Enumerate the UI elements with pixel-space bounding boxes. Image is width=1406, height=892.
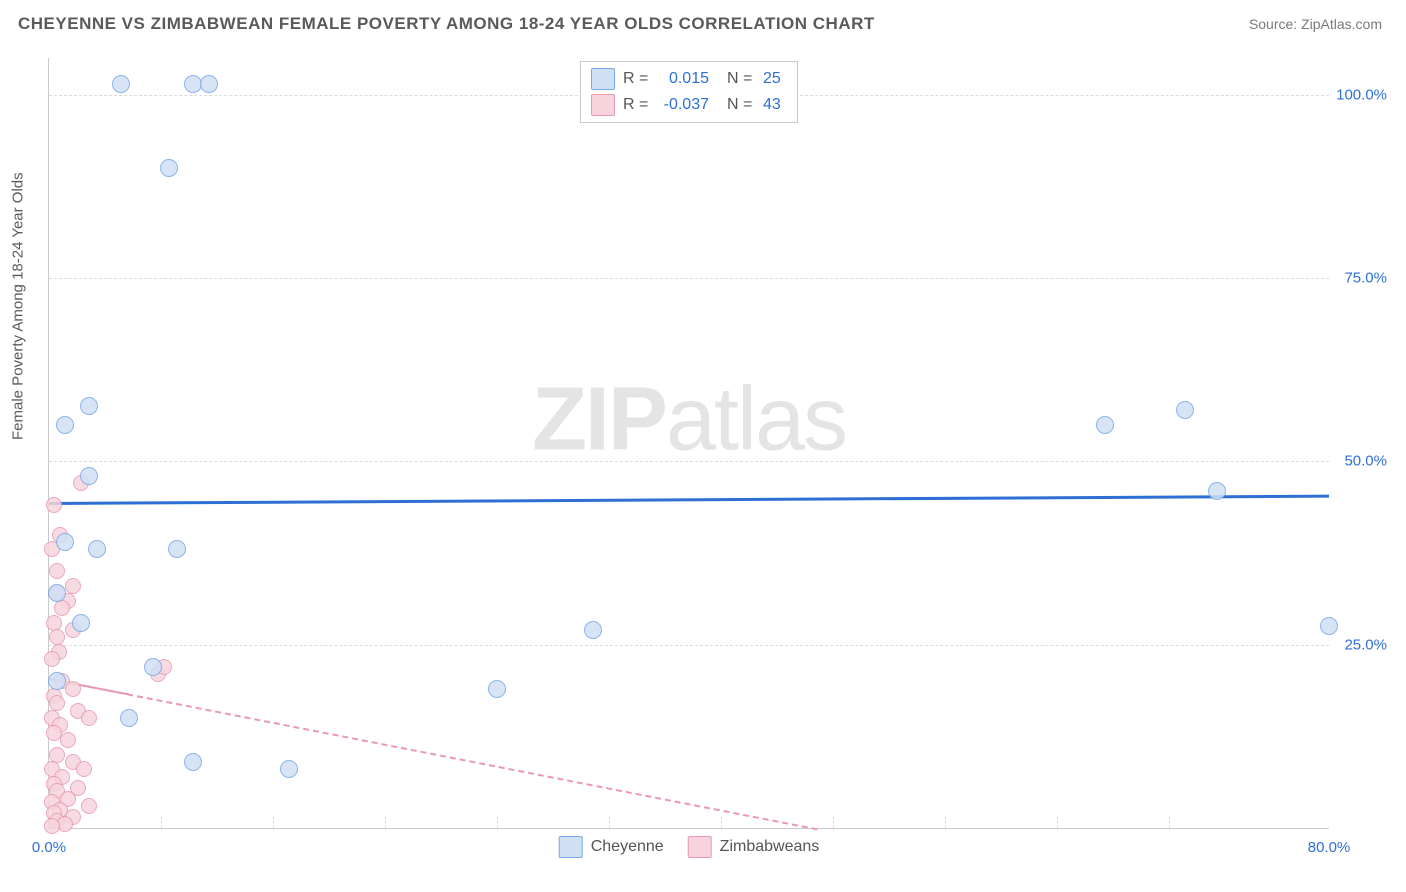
gridline-h — [49, 278, 1329, 279]
x-tick-label: 80.0% — [1308, 839, 1351, 856]
data-point-zimbabweans — [54, 600, 70, 616]
r-label: R = — [623, 96, 651, 114]
scatter-chart: ZIPatlas R = 0.015 N = 25 R = -0.037 N =… — [48, 58, 1329, 829]
trendline-cheyenne — [49, 494, 1329, 504]
data-point-zimbabweans — [81, 798, 97, 814]
data-point-cheyenne — [1176, 401, 1194, 419]
y-tick-label: 100.0% — [1336, 86, 1387, 103]
data-point-cheyenne — [1320, 617, 1338, 635]
n-value-cheyenne: 25 — [763, 70, 787, 88]
tick-mark — [273, 816, 274, 828]
legend-label-zimbabweans: Zimbabweans — [720, 838, 820, 856]
legend-label-cheyenne: Cheyenne — [591, 838, 664, 856]
source-label: Source: ZipAtlas.com — [1249, 16, 1382, 32]
tick-mark — [1057, 816, 1058, 828]
data-point-cheyenne — [112, 75, 130, 93]
tick-mark — [609, 816, 610, 828]
gridline-h — [49, 645, 1329, 646]
data-point-zimbabweans — [65, 578, 81, 594]
trendline-zimbabweans — [49, 678, 817, 830]
data-point-cheyenne — [72, 614, 90, 632]
n-label: N = — [727, 96, 755, 114]
watermark: ZIPatlas — [532, 368, 846, 471]
data-point-cheyenne — [200, 75, 218, 93]
data-point-cheyenne — [280, 760, 298, 778]
data-point-cheyenne — [584, 621, 602, 639]
y-tick-label: 75.0% — [1344, 270, 1387, 287]
swatch-cheyenne — [559, 836, 583, 858]
tick-mark — [385, 816, 386, 828]
data-point-cheyenne — [144, 658, 162, 676]
stats-row-zimbabweans: R = -0.037 N = 43 — [591, 92, 787, 118]
data-point-zimbabweans — [49, 629, 65, 645]
y-tick-label: 50.0% — [1344, 453, 1387, 470]
r-value-zimbabweans: -0.037 — [659, 96, 709, 114]
data-point-cheyenne — [1096, 416, 1114, 434]
data-point-cheyenne — [48, 584, 66, 602]
n-value-zimbabweans: 43 — [763, 96, 787, 114]
data-point-cheyenne — [80, 397, 98, 415]
data-point-zimbabweans — [49, 747, 65, 763]
y-axis-label: Female Poverty Among 18-24 Year Olds — [10, 172, 27, 440]
data-point-zimbabweans — [44, 818, 60, 834]
tick-mark — [161, 816, 162, 828]
data-point-cheyenne — [160, 159, 178, 177]
tick-mark — [1169, 816, 1170, 828]
stats-legend: R = 0.015 N = 25 R = -0.037 N = 43 — [580, 61, 798, 123]
data-point-cheyenne — [56, 533, 74, 551]
data-point-zimbabweans — [81, 710, 97, 726]
data-point-cheyenne — [184, 753, 202, 771]
data-point-zimbabweans — [49, 695, 65, 711]
stats-row-cheyenne: R = 0.015 N = 25 — [591, 66, 787, 92]
tick-mark — [833, 816, 834, 828]
y-tick-label: 25.0% — [1344, 636, 1387, 653]
data-point-cheyenne — [56, 416, 74, 434]
legend-item-cheyenne: Cheyenne — [559, 836, 664, 858]
data-point-zimbabweans — [76, 761, 92, 777]
data-point-zimbabweans — [49, 563, 65, 579]
data-point-cheyenne — [1208, 482, 1226, 500]
data-point-cheyenne — [80, 467, 98, 485]
swatch-cheyenne — [591, 68, 615, 90]
tick-mark — [945, 816, 946, 828]
data-point-cheyenne — [120, 709, 138, 727]
x-tick-label: 0.0% — [32, 839, 66, 856]
gridline-h — [49, 461, 1329, 462]
series-legend: Cheyenne Zimbabweans — [559, 836, 820, 858]
n-label: N = — [727, 70, 755, 88]
r-label: R = — [623, 70, 651, 88]
data-point-cheyenne — [48, 672, 66, 690]
r-value-cheyenne: 0.015 — [659, 70, 709, 88]
swatch-zimbabweans — [688, 836, 712, 858]
data-point-zimbabweans — [60, 732, 76, 748]
data-point-cheyenne — [488, 680, 506, 698]
tick-mark — [721, 816, 722, 828]
tick-mark — [497, 816, 498, 828]
chart-title: CHEYENNE VS ZIMBABWEAN FEMALE POVERTY AM… — [18, 14, 875, 34]
data-point-zimbabweans — [44, 651, 60, 667]
legend-item-zimbabweans: Zimbabweans — [688, 836, 820, 858]
data-point-zimbabweans — [46, 615, 62, 631]
swatch-zimbabweans — [591, 94, 615, 116]
data-point-zimbabweans — [46, 497, 62, 513]
data-point-cheyenne — [168, 540, 186, 558]
data-point-zimbabweans — [65, 681, 81, 697]
data-point-cheyenne — [88, 540, 106, 558]
